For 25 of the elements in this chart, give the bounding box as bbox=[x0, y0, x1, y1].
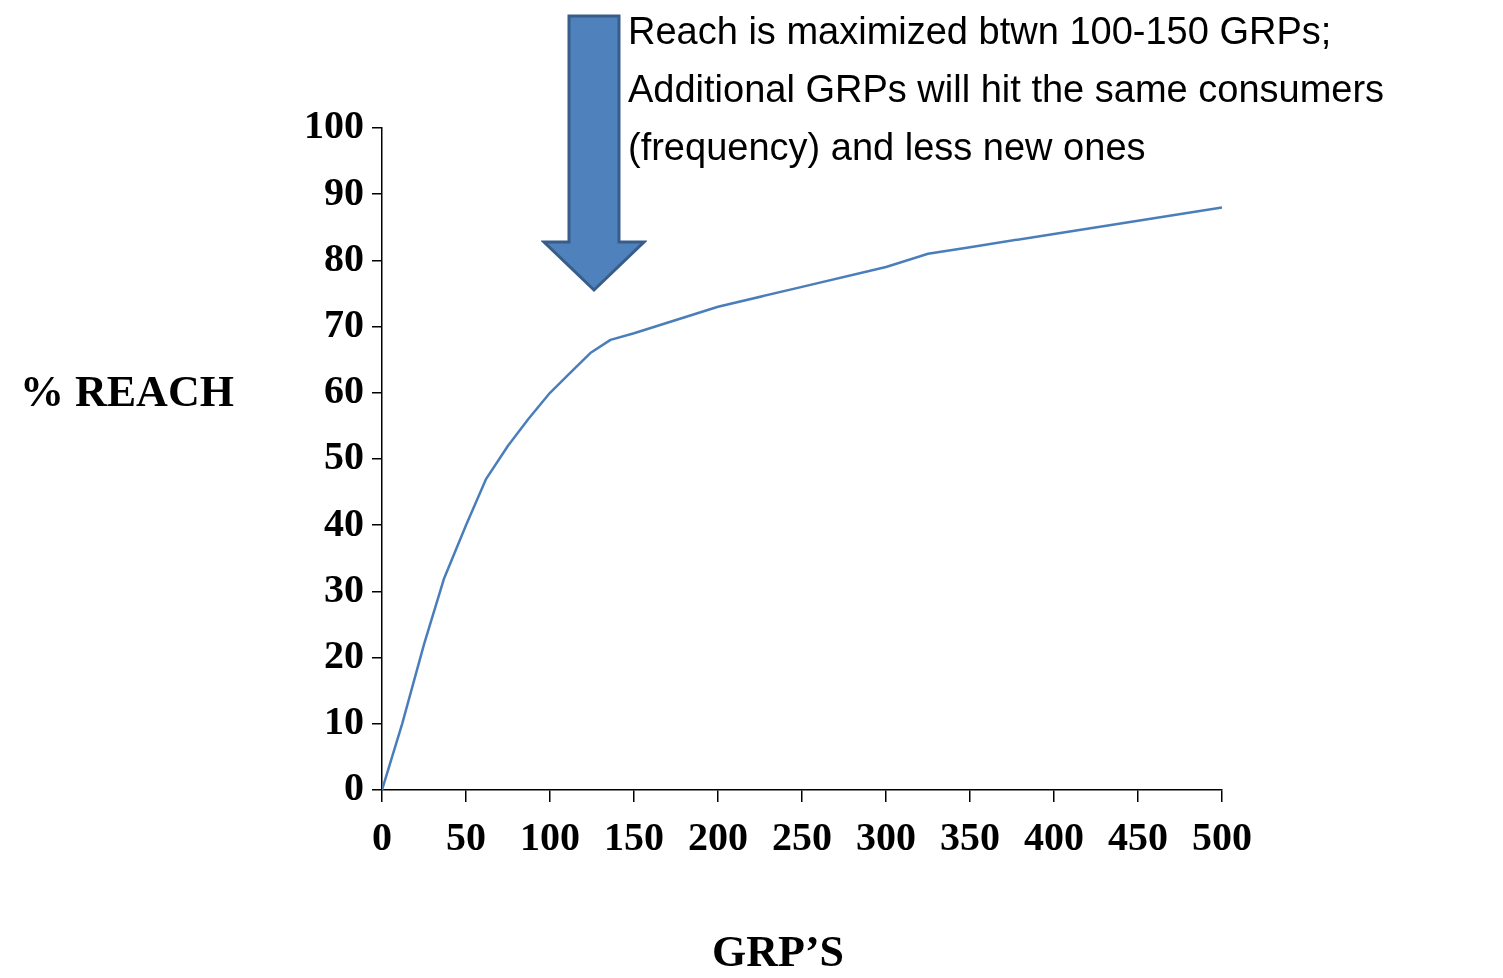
x-tick-label: 200 bbox=[688, 814, 748, 860]
annotation: Reach is maximized btwn 100-150 GRPs; Additional GRPs will hit the same consumers (frequency) and less new ones bbox=[628, 9, 1385, 170]
y-tick-label: 70 bbox=[324, 300, 364, 346]
y-tick-label: 0 bbox=[344, 764, 364, 810]
x-tick-label: 400 bbox=[1024, 814, 1084, 860]
x-tick-label: 250 bbox=[772, 814, 832, 860]
y-tick-label: 100 bbox=[304, 102, 364, 148]
x-tick-label: 450 bbox=[1108, 814, 1168, 860]
x-tick-label: 100 bbox=[520, 814, 580, 860]
y-tick-label: 60 bbox=[324, 367, 364, 413]
x-tick-label: 300 bbox=[856, 814, 916, 860]
y-tick-label: 90 bbox=[324, 168, 364, 214]
y-tick-label: 80 bbox=[324, 234, 364, 280]
x-tick-label: 150 bbox=[604, 814, 664, 860]
y-tick-label: 30 bbox=[324, 565, 364, 611]
y-tick-label: 50 bbox=[324, 433, 364, 479]
x-tick-label: 350 bbox=[940, 814, 1000, 860]
y-tick-label: 20 bbox=[324, 631, 364, 677]
x-tick-label: 0 bbox=[372, 814, 392, 860]
x-axis-title: GRP’S bbox=[712, 926, 844, 977]
y-tick-label: 10 bbox=[324, 698, 364, 744]
x-tick-label: 500 bbox=[1192, 814, 1252, 860]
x-tick-label: 50 bbox=[446, 814, 486, 860]
y-axis-title: % REACH bbox=[20, 366, 234, 417]
y-tick-label: 40 bbox=[324, 499, 364, 545]
